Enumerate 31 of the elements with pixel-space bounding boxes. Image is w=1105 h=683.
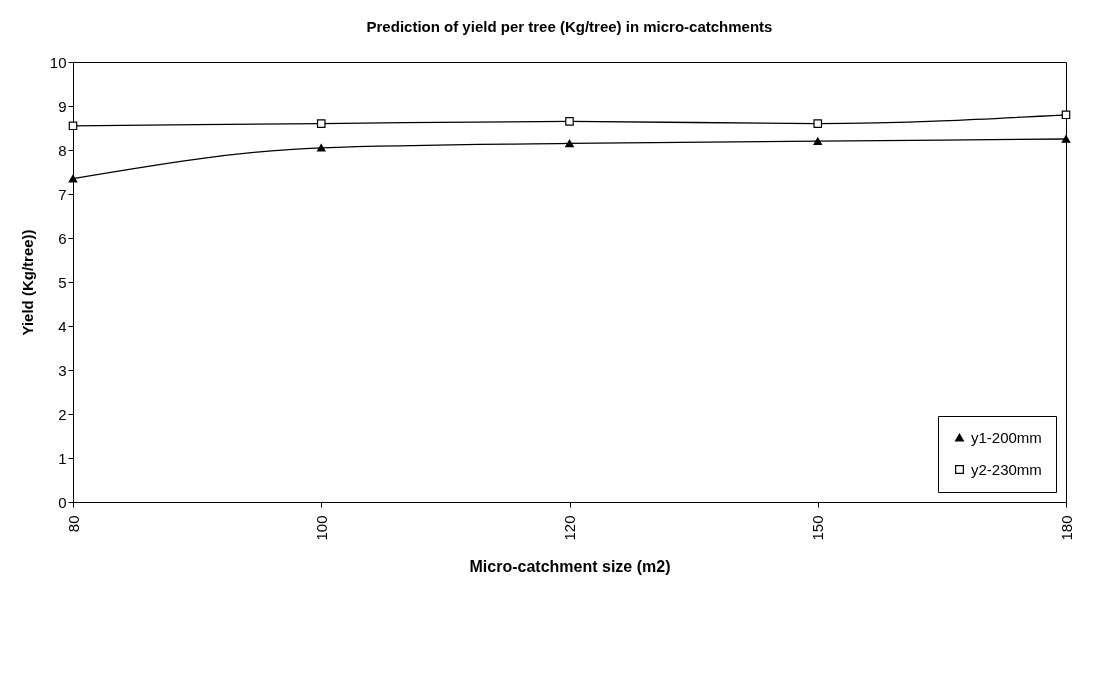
legend-label: y2-230mm — [971, 460, 1042, 478]
x-tick-label: 100 — [312, 515, 330, 541]
legend-label: y1-200mm — [971, 428, 1042, 446]
y-tick-label: 10 — [49, 53, 67, 71]
point — [813, 137, 823, 146]
y-tick-label: 2 — [58, 405, 67, 423]
point — [68, 121, 78, 131]
y-tick-label: 8 — [58, 141, 67, 159]
x-tick-label: 180 — [1057, 515, 1075, 541]
point — [1061, 135, 1071, 143]
point — [565, 139, 574, 148]
point — [68, 174, 78, 183]
point — [316, 119, 326, 128]
y-tick-label: 9 — [58, 97, 67, 115]
y-tick-label: 1 — [58, 449, 67, 467]
y-tick-label: 5 — [58, 273, 67, 291]
y-tick-label: 3 — [58, 361, 67, 379]
point — [565, 117, 574, 126]
x-tick-label: 80 — [64, 515, 82, 533]
x-tick-label: 150 — [809, 515, 827, 541]
x-tick-label: 120 — [561, 515, 578, 541]
x-axis-title: Micro-catchment size (m2) — [469, 557, 671, 575]
y-axis-title: Yield (Kg/tree)) — [18, 229, 36, 336]
point — [1061, 110, 1071, 120]
y-tick-label: 0 — [58, 493, 67, 511]
point — [316, 143, 326, 152]
y-tick-label: 4 — [58, 317, 67, 335]
y-tick-label: 7 — [58, 185, 67, 203]
y-tick-label: 6 — [58, 229, 67, 247]
point — [813, 119, 823, 128]
chart-title: Prediction of yield per tree (Kg/tree) in micro-catchments — [366, 18, 773, 35]
